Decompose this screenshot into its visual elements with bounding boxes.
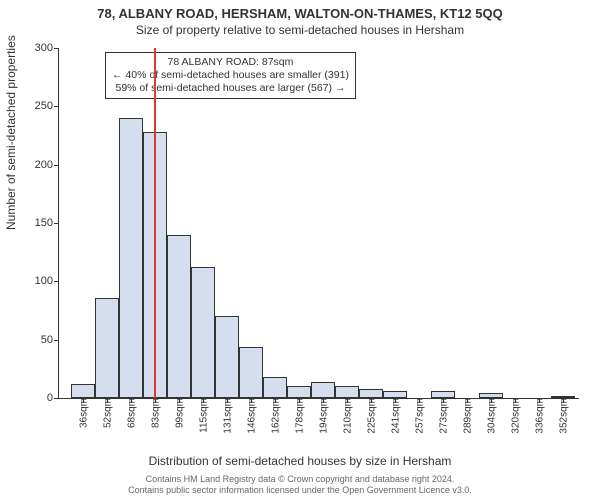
annotation-line2: ← 40% of semi-detached houses are smalle… (112, 69, 349, 82)
chart-title-sub: Size of property relative to semi-detach… (0, 21, 600, 37)
y-tick-mark (54, 398, 59, 399)
x-tick-label: 273sqm (437, 398, 450, 434)
x-tick-label: 225sqm (365, 398, 378, 434)
x-tick-label: 131sqm (221, 398, 234, 434)
x-tick-label: 289sqm (461, 398, 474, 434)
footnote: Contains HM Land Registry data © Crown c… (0, 474, 600, 496)
bar (71, 384, 95, 398)
footnote-line2: Contains public sector information licen… (0, 485, 600, 496)
bar (383, 391, 407, 398)
x-tick-label: 336sqm (533, 398, 546, 434)
y-axis-label: Number of semi-detached properties (4, 35, 18, 230)
x-tick-label: 99sqm (173, 398, 186, 428)
x-axis-label: Distribution of semi-detached houses by … (0, 454, 600, 468)
bar (287, 386, 311, 398)
bar (431, 391, 455, 398)
x-tick-label: 210sqm (341, 398, 354, 434)
bar (119, 118, 143, 398)
chart-container: 78, ALBANY ROAD, HERSHAM, WALTON-ON-THAM… (0, 0, 600, 500)
annotation-line3: 59% of semi-detached houses are larger (… (112, 82, 349, 95)
x-tick-label: 36sqm (77, 398, 90, 428)
x-tick-label: 162sqm (269, 398, 282, 434)
x-tick-label: 304sqm (485, 398, 498, 434)
bar (191, 267, 215, 398)
x-tick-label: 320sqm (509, 398, 522, 434)
y-tick-mark (54, 281, 59, 282)
bar (215, 316, 239, 398)
plot-area: 78 ALBANY ROAD: 87sqm ← 40% of semi-deta… (58, 48, 579, 399)
x-tick-label: 146sqm (245, 398, 258, 434)
chart-title-main: 78, ALBANY ROAD, HERSHAM, WALTON-ON-THAM… (0, 0, 600, 21)
annotation-box: 78 ALBANY ROAD: 87sqm ← 40% of semi-deta… (105, 52, 356, 99)
y-tick-mark (54, 48, 59, 49)
x-tick-label: 52sqm (101, 398, 114, 428)
x-tick-label: 115sqm (197, 398, 210, 433)
x-tick-label: 178sqm (293, 398, 306, 434)
y-tick-mark (54, 165, 59, 166)
bar (359, 389, 383, 398)
bar (239, 347, 263, 398)
x-tick-label: 352sqm (557, 398, 570, 434)
bars-group (59, 48, 579, 398)
bar (311, 382, 335, 398)
x-tick-label: 257sqm (413, 398, 426, 434)
bar (263, 377, 287, 398)
bar (167, 235, 191, 398)
bar (95, 298, 119, 398)
footnote-line1: Contains HM Land Registry data © Crown c… (0, 474, 600, 485)
bar (335, 386, 359, 398)
y-tick-mark (54, 340, 59, 341)
x-tick-label: 68sqm (125, 398, 138, 428)
x-tick-label: 83sqm (149, 398, 162, 428)
y-tick-mark (54, 223, 59, 224)
x-tick-label: 194sqm (317, 398, 330, 434)
reference-line (154, 48, 156, 398)
y-tick-mark (54, 106, 59, 107)
annotation-line1: 78 ALBANY ROAD: 87sqm (112, 56, 349, 69)
x-tick-label: 241sqm (389, 398, 402, 434)
